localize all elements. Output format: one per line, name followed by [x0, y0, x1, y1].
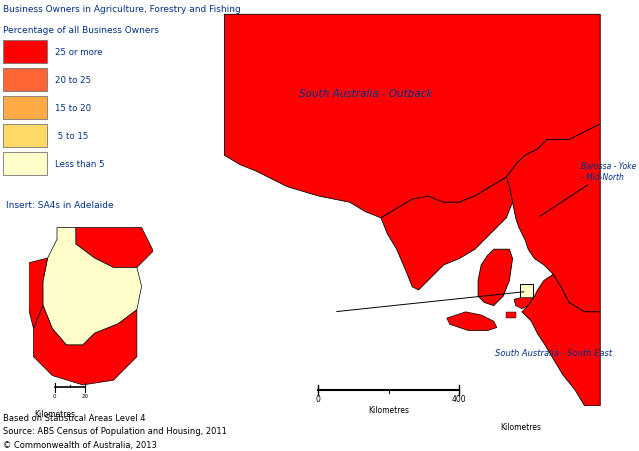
- Text: Kilometres: Kilometres: [34, 410, 75, 419]
- Text: 0: 0: [53, 393, 56, 398]
- Polygon shape: [478, 250, 512, 306]
- FancyBboxPatch shape: [3, 97, 47, 120]
- Text: Insert: SA4s in Adelaide: Insert: SA4s in Adelaide: [6, 201, 114, 210]
- Text: Less than 5: Less than 5: [55, 160, 104, 169]
- Text: South Australia - Outback: South Australia - Outback: [298, 88, 432, 98]
- Polygon shape: [447, 312, 497, 331]
- Text: Business Owners in Agriculture, Forestry and Fishing: Business Owners in Agriculture, Forestry…: [3, 5, 241, 14]
- Text: Barossa - Yoke
- Mid-North: Barossa - Yoke - Mid-North: [540, 162, 636, 217]
- FancyBboxPatch shape: [3, 41, 47, 64]
- Polygon shape: [514, 298, 533, 309]
- Text: 20 to 25: 20 to 25: [55, 76, 91, 85]
- Text: Kilometres: Kilometres: [368, 405, 410, 414]
- Polygon shape: [381, 178, 512, 290]
- Text: © Commonwealth of Australia, 2013: © Commonwealth of Australia, 2013: [3, 440, 157, 449]
- Polygon shape: [76, 228, 153, 268]
- FancyBboxPatch shape: [3, 153, 47, 176]
- Polygon shape: [224, 15, 600, 218]
- Polygon shape: [522, 275, 600, 406]
- Text: 20: 20: [82, 393, 89, 398]
- Polygon shape: [43, 228, 142, 345]
- Polygon shape: [33, 305, 137, 385]
- FancyBboxPatch shape: [3, 125, 47, 148]
- Polygon shape: [29, 258, 47, 329]
- Text: Kilometres: Kilometres: [500, 422, 541, 431]
- Polygon shape: [506, 124, 600, 312]
- Text: Based on Statistical Areas Level 4: Based on Statistical Areas Level 4: [3, 413, 146, 422]
- FancyBboxPatch shape: [3, 69, 47, 92]
- Text: 0: 0: [316, 394, 321, 403]
- Polygon shape: [506, 312, 516, 318]
- Text: 5 to 15: 5 to 15: [55, 132, 88, 141]
- Text: 15 to 20: 15 to 20: [55, 104, 91, 113]
- Polygon shape: [520, 284, 533, 298]
- Text: 400: 400: [452, 394, 466, 403]
- Text: Source: ABS Census of Population and Housing, 2011: Source: ABS Census of Population and Hou…: [3, 426, 227, 435]
- Text: South Australia - South East: South Australia - South East: [495, 348, 612, 357]
- Text: 25 or more: 25 or more: [55, 47, 102, 56]
- Text: Percentage of all Business Owners: Percentage of all Business Owners: [3, 26, 159, 35]
